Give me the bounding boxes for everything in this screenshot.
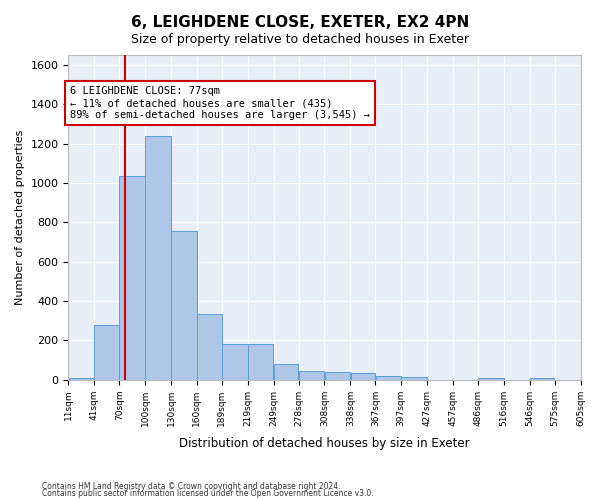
Bar — [325, 372, 350, 380]
Bar — [171, 231, 197, 380]
Text: Contains HM Land Registry data © Crown copyright and database right 2024.: Contains HM Land Registry data © Crown c… — [42, 482, 341, 491]
Text: Contains public sector information licensed under the Open Government Licence v3: Contains public sector information licen… — [42, 489, 374, 498]
Y-axis label: Number of detached properties: Number of detached properties — [15, 130, 25, 305]
Bar — [350, 373, 375, 380]
Bar — [248, 344, 274, 380]
Bar — [94, 324, 119, 380]
Bar — [530, 378, 554, 380]
Bar — [401, 378, 427, 380]
Text: Size of property relative to detached houses in Exeter: Size of property relative to detached ho… — [131, 32, 469, 46]
X-axis label: Distribution of detached houses by size in Exeter: Distribution of detached houses by size … — [179, 437, 470, 450]
Bar — [197, 314, 221, 380]
Bar — [274, 364, 298, 380]
Bar — [299, 371, 324, 380]
Bar — [119, 176, 145, 380]
Bar — [145, 136, 171, 380]
Bar — [222, 344, 248, 380]
Bar — [478, 378, 503, 380]
Bar — [68, 378, 94, 380]
Text: 6, LEIGHDENE CLOSE, EXETER, EX2 4PN: 6, LEIGHDENE CLOSE, EXETER, EX2 4PN — [131, 15, 469, 30]
Text: 6 LEIGHDENE CLOSE: 77sqm
← 11% of detached houses are smaller (435)
89% of semi-: 6 LEIGHDENE CLOSE: 77sqm ← 11% of detach… — [70, 86, 370, 120]
Bar — [376, 376, 401, 380]
